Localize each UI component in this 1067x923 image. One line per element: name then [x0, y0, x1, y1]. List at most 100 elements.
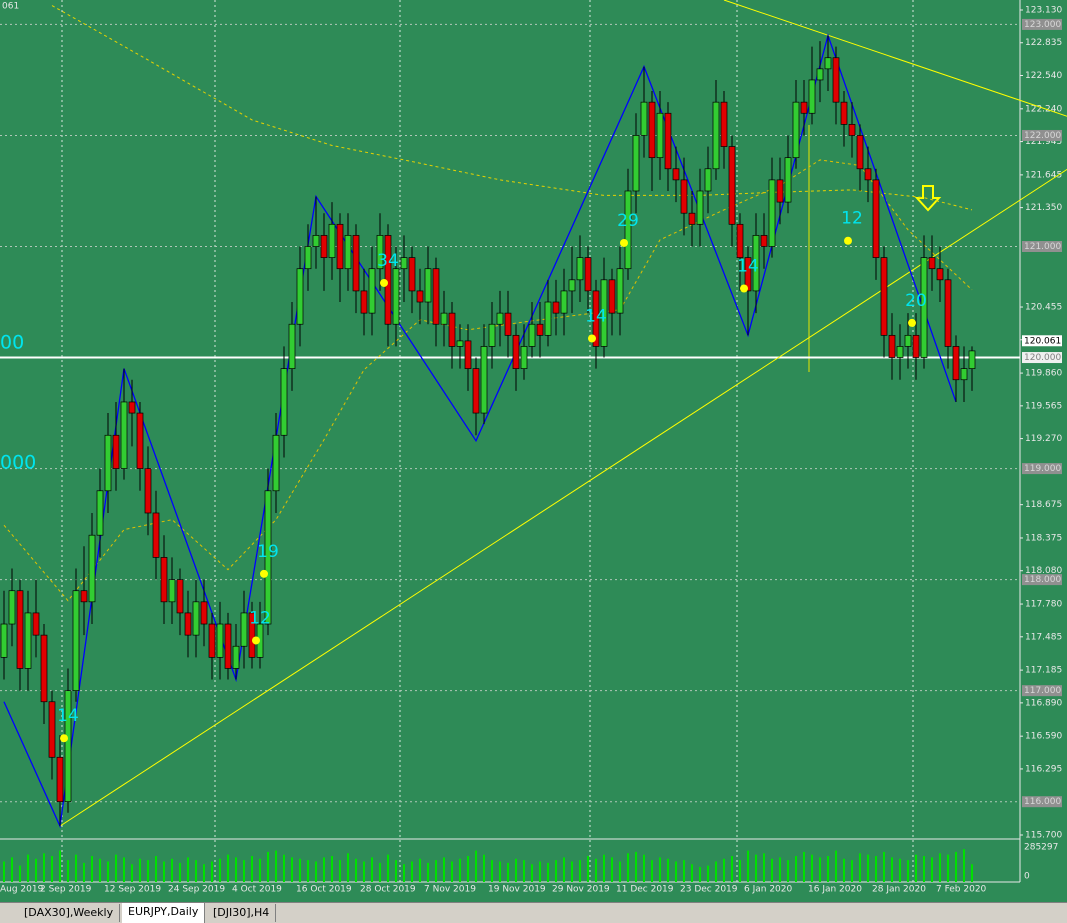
- candle-body: [432, 268, 440, 325]
- candle-body: [328, 223, 336, 258]
- candle-body: [600, 279, 608, 347]
- candle-body: [392, 268, 400, 325]
- x-tick-label: 23 Dec 2019: [680, 885, 738, 895]
- candle-body: [640, 101, 648, 136]
- level-box: [1022, 574, 1062, 586]
- chart-tab[interactable]: EURJPY,Daily: [122, 903, 206, 923]
- candle-body: [672, 168, 680, 181]
- candle-body: [856, 135, 864, 170]
- candle-body: [888, 334, 896, 358]
- volume-tick-label: 0: [1024, 872, 1030, 882]
- annotation-dot: [60, 734, 68, 743]
- y-tick-label: 118.080: [1025, 566, 1062, 576]
- candle-body: [352, 235, 360, 292]
- candle-body: [0, 623, 8, 658]
- candle-body: [536, 323, 544, 336]
- candle-body: [232, 645, 240, 669]
- y-tick-label: 121.645: [1025, 170, 1062, 180]
- annotation-dot: [620, 238, 628, 247]
- level-box: [1022, 18, 1062, 30]
- candle-body: [576, 257, 584, 281]
- candle-body: [496, 312, 504, 325]
- candle-body: [128, 401, 136, 414]
- candle-body: [472, 368, 480, 414]
- level-label: 121.000: [1024, 242, 1061, 252]
- candle-body: [520, 346, 528, 369]
- trendline: [723, 0, 1067, 117]
- candle-body: [616, 268, 624, 314]
- candle-body: [160, 557, 168, 603]
- candle-body: [680, 179, 688, 214]
- annotation-label: 12: [249, 608, 271, 628]
- candle-body: [216, 623, 224, 658]
- edge-label: 000: [0, 452, 36, 474]
- candle-body: [344, 235, 352, 270]
- chart-tab[interactable]: [DAX30],Weekly: [18, 904, 121, 922]
- candle-body: [152, 512, 160, 558]
- y-tick-label: 119.565: [1025, 401, 1062, 411]
- annotation-dot: [588, 334, 596, 343]
- candle-body: [280, 368, 288, 436]
- level-label: 120.000: [1024, 353, 1061, 363]
- volume-tick-label: 285297: [1024, 843, 1058, 853]
- candle-body: [248, 612, 256, 658]
- candle-body: [448, 312, 456, 347]
- candle-body: [136, 412, 144, 469]
- candle-body: [144, 468, 152, 514]
- candle-body: [872, 179, 880, 258]
- level-box: [1022, 241, 1062, 253]
- candle-body: [920, 257, 928, 358]
- candle-body: [736, 223, 744, 258]
- candle-body: [864, 168, 872, 181]
- y-tick-label: 121.945: [1025, 137, 1062, 147]
- candle-body: [928, 257, 936, 270]
- x-tick-label: 7 Nov 2019: [424, 885, 476, 895]
- candle-body: [752, 235, 760, 292]
- candle-body: [816, 68, 824, 81]
- candle-body: [32, 612, 40, 636]
- y-tick-label: 120.455: [1025, 303, 1062, 313]
- x-tick-label: 12 Sep 2019: [104, 885, 161, 895]
- candle-body: [584, 257, 592, 292]
- candle-body: [968, 350, 976, 369]
- candle-body: [488, 323, 496, 347]
- candle-body: [176, 579, 184, 614]
- candle-body: [744, 257, 752, 292]
- candle-body: [840, 101, 848, 125]
- y-tick-label: 122.835: [1025, 38, 1062, 48]
- candle-body: [824, 57, 832, 70]
- y-tick-label: 116.295: [1025, 764, 1062, 774]
- moving-average: [51, 5, 973, 211]
- chart-tab[interactable]: [DJI30],H4: [207, 904, 277, 922]
- level-label: 123.000: [1024, 20, 1061, 30]
- corner-text: 061: [2, 2, 19, 12]
- candle-body: [720, 101, 728, 147]
- candle-body: [336, 223, 344, 270]
- candle-body: [784, 157, 792, 203]
- candle-body: [72, 590, 80, 692]
- candle-body: [16, 590, 24, 669]
- candle-body: [688, 212, 696, 225]
- candle-body: [760, 235, 768, 247]
- candle-body: [288, 323, 296, 369]
- annotation-label: 20: [905, 291, 927, 311]
- candle-body: [880, 257, 888, 336]
- candle-body: [224, 623, 232, 669]
- y-tick-label: 116.590: [1025, 732, 1062, 742]
- signal-arrow: [914, 185, 942, 212]
- x-tick-label: 16 Jan 2020: [808, 885, 862, 895]
- candle-body: [40, 634, 48, 703]
- candle-body: [936, 268, 944, 281]
- x-tick-label: 24 Sep 2019: [168, 885, 225, 895]
- current-price-label: 120.061: [1024, 336, 1061, 346]
- x-tick-label: 29 Nov 2019: [552, 885, 610, 895]
- candle-body: [424, 268, 432, 303]
- y-tick-label: 122.240: [1025, 104, 1062, 114]
- level-label: 119.000: [1024, 464, 1061, 474]
- candle-body: [648, 101, 656, 159]
- candle-body: [632, 135, 640, 192]
- candle-body: [704, 168, 712, 192]
- candle-body: [624, 190, 632, 270]
- candle-body: [800, 101, 808, 114]
- annotation-label: 14: [737, 256, 759, 276]
